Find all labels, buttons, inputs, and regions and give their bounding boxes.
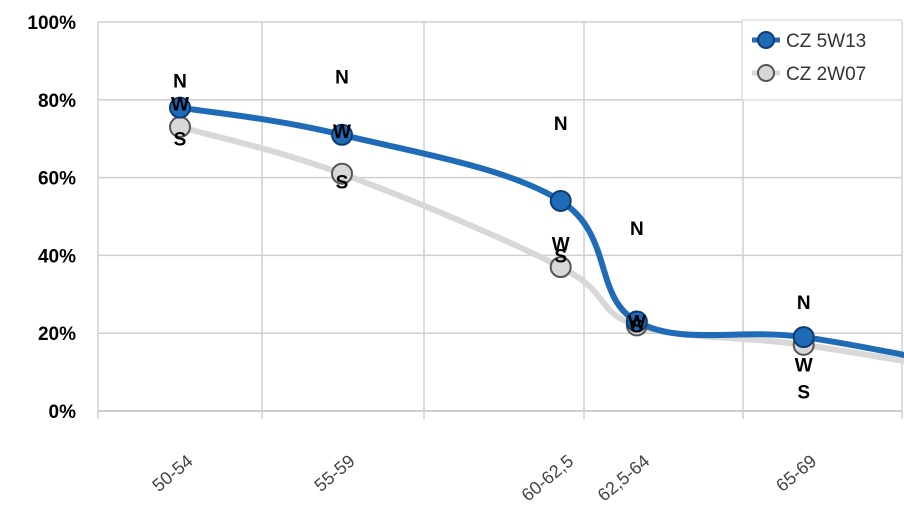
x-tick-label: 62,5-64 bbox=[594, 451, 654, 506]
legend-marker bbox=[757, 64, 775, 82]
legend-label: CZ 2W07 bbox=[786, 64, 866, 85]
legend-label: CZ 5W13 bbox=[786, 31, 866, 52]
data-annotation: S bbox=[174, 130, 187, 151]
series-layer bbox=[169, 96, 904, 365]
y-tick-label: 20% bbox=[38, 324, 76, 345]
data-annotation: N bbox=[173, 71, 187, 92]
y-tick-label: 60% bbox=[38, 169, 76, 190]
legend-marker bbox=[757, 31, 775, 49]
series-point bbox=[625, 310, 648, 333]
y-tick-label: 40% bbox=[38, 246, 76, 267]
series-point bbox=[792, 326, 815, 349]
data-annotation: S bbox=[554, 246, 567, 267]
data-annotation: N bbox=[630, 219, 644, 240]
series-point bbox=[169, 96, 191, 119]
data-annotation: W bbox=[171, 95, 189, 116]
data-annotation: S bbox=[336, 172, 349, 193]
series-point bbox=[331, 123, 353, 146]
series-point bbox=[549, 256, 572, 279]
annotations: NWSNWSNWSNWSNWSNWS bbox=[171, 67, 813, 404]
data-annotation: S bbox=[630, 316, 643, 337]
y-tick-label: 80% bbox=[38, 91, 76, 112]
x-tick-label: 65-69 bbox=[772, 451, 820, 496]
y-tick-label: 0% bbox=[49, 402, 77, 423]
x-tick-label: 60-62,5 bbox=[518, 451, 578, 506]
data-annotation: W bbox=[333, 122, 351, 143]
data-annotation: W bbox=[795, 355, 813, 376]
data-annotation: S bbox=[797, 383, 810, 404]
data-annotation: W bbox=[552, 235, 570, 256]
series-point bbox=[331, 162, 353, 185]
y-tick-label: 100% bbox=[27, 13, 76, 34]
data-annotation: N bbox=[797, 293, 811, 314]
series-point bbox=[549, 189, 572, 212]
data-annotation: N bbox=[335, 67, 349, 88]
series-line bbox=[177, 124, 904, 365]
data-annotation: N bbox=[554, 114, 568, 135]
data-annotation: W bbox=[628, 313, 646, 334]
legend: CZ 5W13 CZ 2W07 bbox=[741, 19, 903, 101]
x-tick-label: 55-59 bbox=[310, 451, 358, 496]
x-tick-label: 50-54 bbox=[148, 451, 196, 496]
